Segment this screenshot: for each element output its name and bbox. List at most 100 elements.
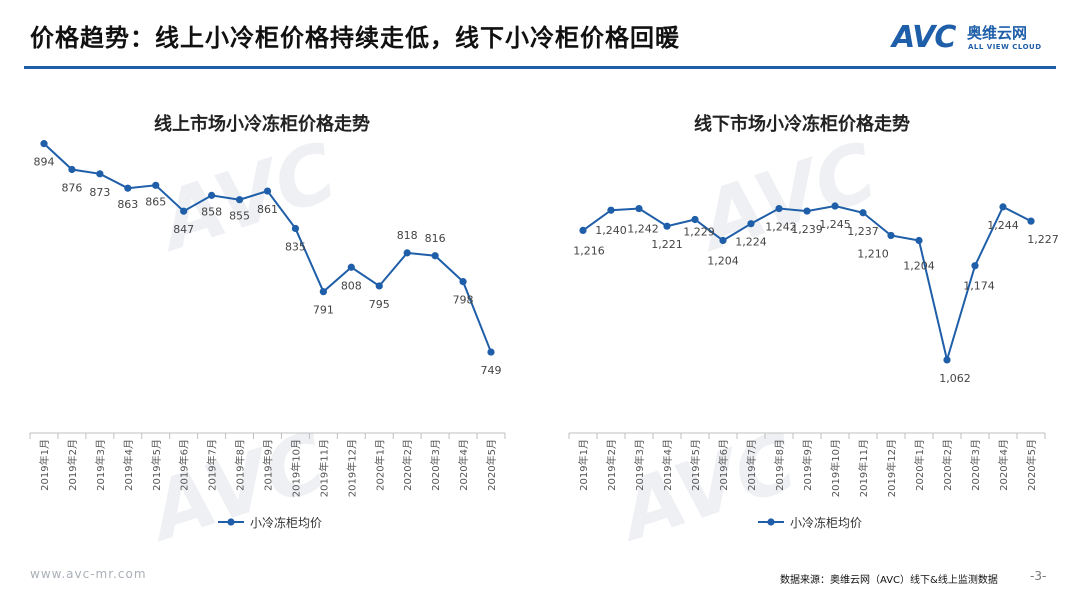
x-tick-label: 2020年5月 — [1025, 439, 1038, 491]
legend-label: 小冷冻柜均价 — [790, 515, 862, 530]
x-tick-label: 2019年5月 — [150, 439, 163, 491]
data-point — [691, 215, 699, 224]
x-tick-label: 2019年1月 — [38, 439, 51, 491]
title-divider — [24, 66, 1056, 69]
x-tick-label: 2019年8月 — [234, 439, 247, 491]
x-tick-label: 2019年8月 — [773, 439, 786, 491]
data-label: 847 — [173, 223, 194, 236]
data-point — [943, 356, 951, 364]
data-label: 1,062 — [939, 372, 971, 385]
data-label: 808 — [341, 279, 362, 292]
data-point — [859, 209, 867, 217]
x-tick-label: 2020年2月 — [941, 439, 954, 491]
data-point — [235, 196, 244, 204]
x-tick-label: 2020年1月 — [913, 439, 926, 491]
data-point — [431, 252, 439, 260]
data-label: 876 — [61, 182, 82, 195]
x-tick-label: 2019年12月 — [345, 439, 358, 497]
data-point — [999, 203, 1007, 211]
data-point — [971, 262, 979, 270]
data-point — [208, 191, 216, 199]
x-tick-label: 2020年3月 — [429, 439, 442, 491]
x-tick-label: 2020年1月 — [373, 439, 386, 491]
data-label: 1,237 — [847, 225, 879, 238]
x-tick-label: 2019年11月 — [317, 439, 330, 497]
data-label: 816 — [425, 232, 446, 245]
chart-title: 线下市场小冷冻柜价格走势 — [694, 113, 910, 135]
legend-marker — [767, 518, 775, 526]
x-tick-label: 2020年4月 — [997, 439, 1010, 491]
x-tick-label: 2019年6月 — [178, 439, 191, 491]
offline-price-chart: 线下市场小冷冻柜价格走势 2019年1月 2019年2月 2019年3月 2019年4月… — [568, 113, 1059, 530]
data-point — [803, 207, 811, 215]
avc-logo: AVC 奥维云网 ALL VIEW CLOUD — [892, 20, 1062, 56]
data-point — [263, 187, 272, 195]
x-tick-label: 2020年3月 — [969, 439, 982, 491]
data-label: 818 — [397, 229, 418, 242]
data-label: 1,244 — [987, 219, 1019, 232]
x-tick-label: 2019年7月 — [745, 439, 758, 491]
data-point — [319, 288, 327, 296]
x-tick-label: 2019年4月 — [661, 439, 674, 491]
x-tick-label: 2019年1月 — [577, 439, 590, 491]
data-source-note: 数据来源：奥维云网（AVC）线下&线上监测数据 — [780, 575, 998, 586]
data-label: 835 — [285, 240, 306, 253]
data-point — [719, 236, 727, 245]
header: 价格趋势：线上小冷柜价格持续走低，线下小冷柜价格回暖 AVC 奥维云网 ALL … — [0, 0, 1080, 66]
data-label: 863 — [117, 198, 138, 211]
data-point — [124, 184, 132, 192]
data-label: 791 — [313, 304, 334, 317]
data-point — [180, 207, 188, 215]
data-label: 749 — [481, 364, 502, 377]
data-label: 1,210 — [857, 247, 889, 260]
online-price-chart: 线上市场小冷冻柜价格走势 2019年1月 2019年2月 2019年3月 2019年4月… — [29, 113, 506, 530]
logo-name-en: ALL VIEW CLOUD — [968, 43, 1042, 51]
data-point — [663, 222, 671, 230]
footer-url: www.avc-mr.com — [30, 567, 147, 581]
data-label: 894 — [34, 156, 55, 169]
x-tick-label: 2019年3月 — [633, 439, 646, 491]
x-tick-label: 2019年5月 — [689, 439, 702, 491]
x-tick-label: 2019年2月 — [66, 439, 79, 491]
data-label: 861 — [257, 203, 278, 216]
x-tick-label: 2020年2月 — [401, 439, 414, 491]
data-label: 1,221 — [651, 238, 683, 251]
data-label: 1,204 — [707, 255, 739, 268]
data-label: 873 — [89, 186, 110, 199]
data-point — [459, 278, 467, 286]
data-point — [291, 224, 300, 233]
data-point — [347, 263, 355, 271]
data-label: 1,240 — [595, 224, 627, 237]
data-label: 865 — [145, 195, 166, 208]
chart-title: 线上市场小冷冻柜价格走势 — [154, 113, 370, 135]
x-tick-label: 2019年11月 — [857, 439, 870, 497]
data-point — [747, 220, 755, 228]
data-point — [635, 204, 643, 213]
legend-label: 小冷冻柜均价 — [250, 515, 322, 530]
page-number: -3- — [1030, 569, 1047, 583]
data-point — [68, 165, 76, 174]
data-label: 1,242 — [765, 221, 797, 234]
data-label: 1,239 — [791, 223, 823, 236]
data-point — [579, 226, 587, 235]
data-label: 798 — [453, 294, 474, 307]
logo-mark: AVC — [892, 20, 956, 55]
data-point — [831, 202, 839, 210]
data-point — [375, 282, 383, 290]
data-label: 1,174 — [963, 280, 995, 293]
x-tick-label: 2019年9月 — [801, 439, 814, 491]
x-tick-label: 2019年9月 — [262, 439, 275, 491]
data-point — [152, 181, 160, 189]
data-point — [403, 249, 411, 257]
data-label: 1,204 — [903, 260, 935, 273]
x-tick-label: 2019年10月 — [829, 439, 842, 497]
data-label: 1,216 — [573, 244, 605, 257]
data-label: 1,245 — [819, 218, 851, 231]
data-label: 1,242 — [627, 223, 659, 236]
x-tick-label: 2019年3月 — [94, 439, 107, 491]
data-label: 858 — [201, 205, 222, 218]
legend-marker — [227, 518, 235, 526]
series-line — [43, 142, 492, 353]
data-point — [775, 204, 783, 213]
data-point — [887, 231, 895, 240]
